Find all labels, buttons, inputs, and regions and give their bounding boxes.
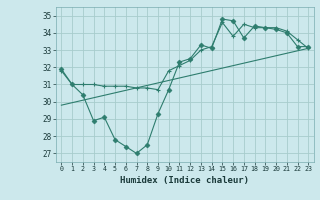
X-axis label: Humidex (Indice chaleur): Humidex (Indice chaleur) [120,176,249,185]
